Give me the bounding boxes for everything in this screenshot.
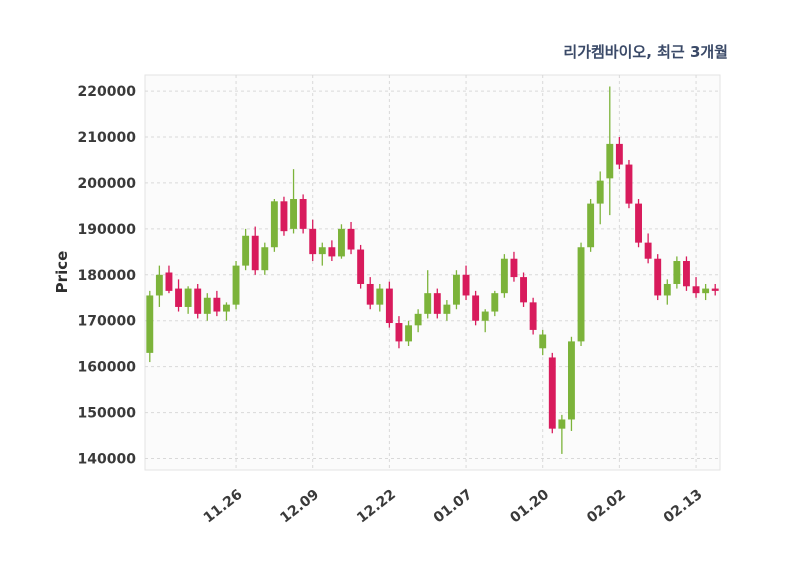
candle-body — [175, 288, 182, 307]
candle-body — [453, 274, 460, 305]
candle-body — [491, 293, 499, 312]
candle-body — [433, 293, 441, 314]
candle-body — [615, 143, 623, 165]
candle-body — [242, 235, 250, 266]
y-tick-label: 180000 — [78, 268, 137, 284]
candle-body — [673, 261, 681, 284]
candle-body — [299, 199, 307, 229]
candle-body — [328, 247, 336, 257]
candle-body — [395, 323, 403, 342]
y-tick-label: 150000 — [78, 406, 137, 422]
candle-body — [414, 313, 422, 326]
candle-body — [510, 258, 518, 278]
chart-title: 리가켐바이오, 최근 3개월 — [563, 43, 728, 61]
candle-body — [223, 304, 230, 312]
y-tick-label: 140000 — [78, 452, 137, 468]
y-tick-label: 200000 — [78, 176, 137, 192]
candle-body — [194, 288, 202, 314]
candle-body — [539, 334, 547, 349]
candle-body — [184, 288, 192, 307]
candle-body — [462, 274, 470, 296]
y-axis-label: Price — [53, 251, 71, 294]
candle-body — [481, 311, 489, 321]
candle-body — [309, 228, 317, 255]
candle-body — [692, 286, 700, 294]
candle-body — [290, 199, 297, 229]
y-tick-label: 210000 — [78, 130, 137, 146]
candle-body — [520, 277, 527, 303]
candle-body — [644, 242, 652, 259]
candle-body — [165, 272, 173, 291]
candle-body — [405, 325, 412, 342]
y-tick-label: 160000 — [78, 360, 137, 376]
candle-body — [443, 304, 451, 314]
candle-body — [155, 274, 163, 296]
candle-body — [606, 143, 614, 179]
x-tick-label: 02.13 — [661, 487, 706, 527]
candle-body — [683, 261, 690, 287]
candle-body — [654, 258, 662, 296]
x-tick-label: 12.09 — [277, 487, 322, 527]
candle-body — [146, 295, 154, 353]
candle-body — [261, 247, 269, 271]
x-tick-label: 11.26 — [201, 487, 246, 527]
candle-body — [558, 419, 566, 429]
candle-body — [587, 203, 595, 248]
candle-body — [251, 235, 259, 271]
y-tick-label: 170000 — [78, 314, 137, 330]
candle-body — [568, 341, 575, 420]
candle-body — [357, 249, 365, 284]
candle-body — [472, 295, 480, 321]
candle-body — [376, 288, 384, 305]
candle-body — [702, 288, 710, 294]
candle-body — [318, 247, 326, 255]
candle-body — [577, 247, 585, 342]
candle-body — [529, 302, 537, 330]
candle-body — [635, 203, 642, 243]
candle-body — [270, 201, 278, 248]
candle-body — [625, 164, 633, 204]
candle-body — [232, 265, 240, 305]
candle-body — [500, 258, 508, 294]
candle-body — [385, 288, 393, 324]
candle-body — [663, 283, 671, 296]
y-tick-label: 220000 — [78, 84, 137, 100]
candle-body — [424, 293, 432, 314]
candle-body — [203, 297, 211, 314]
x-tick-label: 12.22 — [354, 487, 399, 527]
x-tick-label: 01.20 — [507, 486, 552, 526]
x-tick-label: 02.02 — [584, 487, 629, 527]
plot-layer: 140000 150000 160000 170000 180000 190000 2000… — [78, 74, 721, 527]
candle-body — [596, 180, 604, 204]
plot-area — [144, 74, 721, 471]
candle-body — [548, 357, 556, 429]
candle-body — [338, 228, 345, 257]
x-tick-label: 01.07 — [431, 487, 476, 527]
candle-body — [213, 297, 221, 312]
y-tick-label: 190000 — [78, 222, 137, 238]
candle-body — [711, 288, 719, 291]
candle-body — [280, 201, 288, 232]
candle-body — [366, 283, 374, 305]
candle-body — [347, 228, 355, 250]
